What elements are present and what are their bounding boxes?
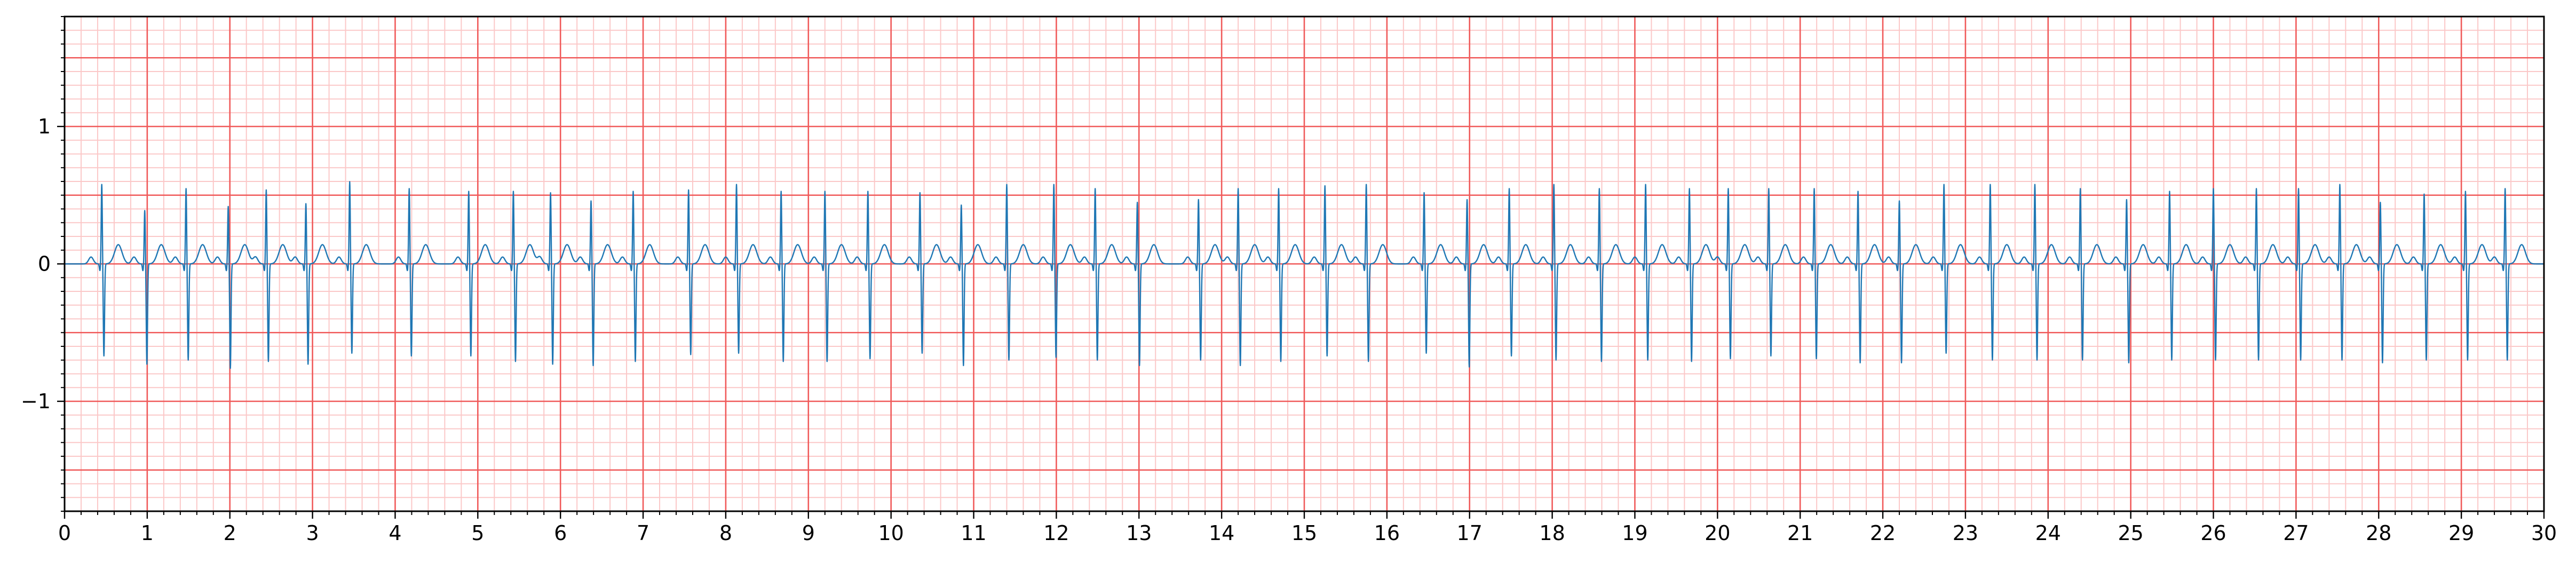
- x-tick-label: 18: [1539, 521, 1565, 545]
- x-tick-label: 9: [802, 521, 815, 545]
- x-tick-label: 14: [1209, 521, 1234, 545]
- x-tick-label: 5: [471, 521, 484, 545]
- x-tick-label: 21: [1787, 521, 1813, 545]
- x-tick-label: 30: [2531, 521, 2557, 545]
- x-tick-label: 22: [1870, 521, 1896, 545]
- x-tick-label: 26: [2200, 521, 2226, 545]
- x-tick-label: 27: [2283, 521, 2309, 545]
- x-tick-label: 28: [2366, 521, 2391, 545]
- y-tick-label: 0: [38, 252, 51, 276]
- x-tick-label: 2: [224, 521, 236, 545]
- x-tick-label: 13: [1126, 521, 1152, 545]
- x-tick-label: 23: [1953, 521, 1978, 545]
- x-tick-label: 7: [637, 521, 649, 545]
- x-tick-label: 3: [306, 521, 319, 545]
- x-tick-label: 1: [141, 521, 154, 545]
- x-tick-label: 29: [2448, 521, 2474, 545]
- x-tick-label: 24: [2035, 521, 2061, 545]
- x-tick-label: 11: [961, 521, 986, 545]
- ecg-series-line: [64, 181, 2545, 369]
- y-tick-label: −1: [21, 390, 51, 413]
- x-tick-label: 16: [1374, 521, 1400, 545]
- x-tick-label: 25: [2118, 521, 2143, 545]
- x-tick-label: 6: [554, 521, 567, 545]
- ecg-trace: [64, 181, 2545, 369]
- x-tick-label: 20: [1705, 521, 1730, 545]
- x-axis: 0 1 2 3 4 5 6 7 8 9 10 11 12 13 14 15 16 17 18 19 20 21 22 23 24…: [58, 511, 2557, 545]
- x-tick-label: 4: [389, 521, 401, 545]
- x-tick-label: 17: [1457, 521, 1483, 545]
- x-tick-label: 10: [878, 521, 903, 545]
- x-tick-label: 8: [719, 521, 732, 545]
- y-axis: −1 0 1: [21, 16, 65, 512]
- y-tick-label: 1: [38, 115, 51, 138]
- x-tick-label: 15: [1291, 521, 1317, 545]
- x-tick-label: 12: [1043, 521, 1069, 545]
- x-tick-label: 19: [1622, 521, 1647, 545]
- x-tick-label: 0: [58, 521, 71, 545]
